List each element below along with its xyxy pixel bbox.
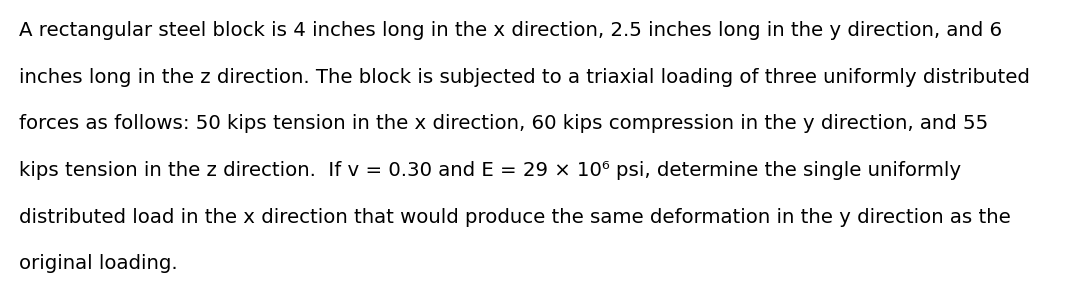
Text: forces as follows: 50 kips tension in the x direction, 60 kips compression in th: forces as follows: 50 kips tension in th… (19, 114, 988, 133)
Text: A rectangular steel block is 4 inches long in the x direction, 2.5 inches long i: A rectangular steel block is 4 inches lo… (19, 21, 1002, 40)
Text: original loading.: original loading. (19, 254, 178, 273)
Text: kips tension in the z direction.  If v = 0.30 and E = 29 × 10⁶ psi, determine th: kips tension in the z direction. If v = … (19, 161, 961, 180)
Text: inches long in the z direction. The block is subjected to a triaxial loading of : inches long in the z direction. The bloc… (19, 68, 1030, 87)
Text: distributed load in the x direction that would produce the same deformation in t: distributed load in the x direction that… (19, 208, 1011, 227)
